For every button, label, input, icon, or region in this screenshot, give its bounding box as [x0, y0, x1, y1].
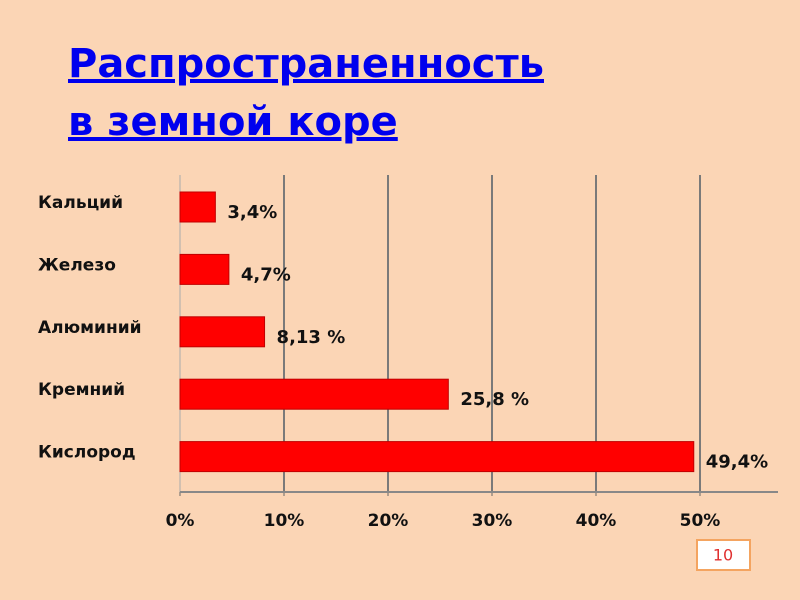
page-number: 10	[713, 546, 733, 565]
value-label: 49,4%	[706, 452, 768, 473]
x-tick-label: 0%	[166, 511, 195, 531]
chart: 0% 10% 20% 30% 40% 50% Кальций 3,4% Железо 4,7% Ал…	[38, 175, 778, 531]
x-tick-label: 40%	[576, 511, 617, 531]
x-tick-label: 10%	[264, 511, 305, 531]
bar	[179, 441, 695, 473]
bar	[179, 191, 216, 223]
y-tick-label: Железо	[38, 255, 116, 275]
y-tick-label: Кальций	[38, 193, 123, 213]
y-tick-label: Кислород	[38, 443, 136, 463]
value-label: 4,7%	[241, 264, 291, 285]
y-tick-label: Кремний	[38, 380, 125, 400]
x-tick-label: 20%	[368, 511, 409, 531]
slide-title: в земной коре	[68, 99, 398, 145]
value-label: 25,8 %	[460, 389, 529, 410]
value-label: 3,4%	[227, 202, 277, 223]
bar	[179, 253, 230, 285]
y-tick-label: Алюминий	[38, 318, 142, 338]
value-label: 8,13 %	[277, 327, 346, 348]
bar	[179, 316, 266, 348]
bar	[179, 378, 449, 410]
slide-title: Распространенность	[68, 41, 544, 87]
page-number-box	[696, 539, 751, 571]
x-tick-label: 50%	[680, 511, 721, 531]
x-tick-label: 30%	[472, 511, 513, 531]
